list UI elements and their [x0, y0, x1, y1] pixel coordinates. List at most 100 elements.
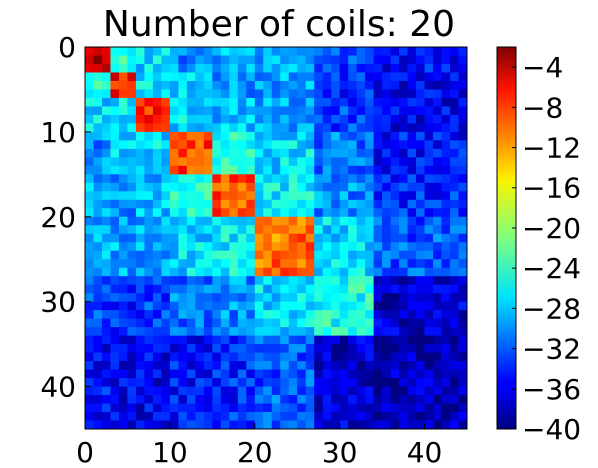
heatmap-cell	[127, 55, 137, 65]
heatmap-cell	[135, 310, 145, 320]
heatmap-cell	[101, 199, 111, 209]
heatmap-cell	[365, 55, 375, 65]
heatmap-cell	[365, 293, 375, 303]
heatmap-cell	[254, 276, 264, 286]
heatmap-cell	[118, 148, 128, 158]
heatmap-cell	[356, 361, 366, 370]
heatmap-cell	[85, 106, 94, 116]
heatmap-cell	[424, 378, 434, 387]
heatmap-cell	[450, 386, 459, 396]
heatmap-cell	[339, 233, 349, 243]
heatmap-cell	[110, 293, 120, 303]
heatmap-cell	[280, 276, 290, 286]
heatmap-cell	[331, 165, 341, 175]
heatmap-cell	[135, 174, 145, 184]
heatmap-cell	[85, 276, 94, 286]
heatmap-cell	[178, 369, 188, 379]
heatmap-cell	[390, 89, 400, 99]
heatmap-cell	[229, 140, 239, 150]
heatmap-cell	[93, 140, 103, 150]
heatmap-cell	[161, 157, 171, 167]
heatmap-cell	[101, 182, 111, 192]
heatmap-cell	[144, 55, 154, 65]
heatmap-cell	[407, 123, 417, 133]
heatmap-cell	[110, 250, 120, 260]
heatmap-cell	[314, 395, 324, 404]
heatmap-cell	[280, 242, 290, 252]
heatmap-cell	[390, 157, 400, 167]
heatmap-cell	[152, 123, 162, 133]
heatmap-cell	[416, 267, 425, 277]
heatmap-cell	[399, 310, 408, 320]
heatmap-cell	[356, 242, 366, 252]
heatmap-cell	[280, 369, 290, 379]
heatmap-cell	[331, 199, 341, 209]
heatmap-cell	[246, 216, 256, 226]
heatmap-cell	[144, 89, 154, 99]
heatmap-cell	[305, 106, 315, 116]
heatmap-cell	[169, 63, 179, 73]
heatmap-cell	[441, 361, 451, 370]
heatmap-cell	[356, 106, 366, 116]
heatmap-cell	[169, 165, 179, 175]
heatmap-cell	[186, 344, 196, 353]
heatmap-cell	[424, 284, 434, 294]
heatmap-cell	[373, 47, 383, 56]
heatmap-cell	[246, 344, 256, 353]
heatmap-cell	[322, 80, 332, 90]
heatmap-cell	[85, 199, 94, 209]
heatmap-cell	[390, 242, 400, 252]
heatmap-cell	[144, 233, 154, 243]
heatmap-cell	[186, 412, 196, 421]
heatmap-cell	[152, 182, 162, 192]
heatmap-cell	[85, 378, 94, 387]
heatmap-cell	[288, 216, 298, 226]
heatmap-cell	[280, 259, 290, 269]
heatmap-cell	[305, 335, 315, 345]
heatmap-cell	[407, 114, 417, 124]
heatmap-cell	[161, 97, 171, 107]
heatmap-cell	[263, 97, 273, 107]
heatmap-cell	[144, 63, 154, 73]
heatmap-cell	[288, 199, 298, 209]
heatmap-cell	[237, 361, 247, 370]
heatmap-cell	[229, 63, 239, 73]
heatmap-cell	[297, 378, 307, 387]
heatmap-cell	[220, 140, 230, 150]
heatmap-cell	[331, 89, 341, 99]
heatmap-cell	[237, 327, 247, 337]
heatmap-cell	[144, 318, 154, 328]
heatmap-cell	[356, 72, 366, 82]
heatmap-cell	[288, 386, 298, 396]
heatmap-cell	[271, 123, 281, 133]
heatmap-cell	[331, 352, 341, 362]
heatmap-cell	[356, 267, 366, 277]
heatmap-cell	[254, 386, 264, 396]
heatmap-cell	[237, 157, 247, 167]
heatmap-cell	[288, 395, 298, 404]
heatmap-cell	[85, 242, 94, 252]
heatmap-cell	[144, 208, 154, 218]
heatmap-cell	[450, 140, 459, 150]
colorbar-tick-label: −8	[522, 91, 563, 124]
heatmap-cell	[365, 420, 375, 430]
heatmap-cell	[416, 106, 425, 116]
heatmap-cell	[101, 89, 111, 99]
heatmap-cell	[178, 47, 188, 56]
heatmap-cell	[118, 420, 128, 430]
heatmap-cell	[356, 225, 366, 235]
heatmap-cell	[85, 47, 94, 56]
heatmap-cell	[271, 242, 281, 252]
heatmap-cell	[212, 412, 222, 421]
heatmap-cell	[229, 361, 239, 370]
heatmap-cell	[144, 352, 154, 362]
heatmap-cell	[365, 378, 375, 387]
heatmap-cell	[178, 335, 188, 345]
heatmap-cell	[110, 63, 120, 73]
heatmap-cell	[93, 131, 103, 141]
heatmap-cell	[365, 191, 375, 201]
heatmap-cell	[220, 310, 230, 320]
heatmap-cell	[365, 140, 375, 150]
heatmap-cell	[314, 284, 324, 294]
